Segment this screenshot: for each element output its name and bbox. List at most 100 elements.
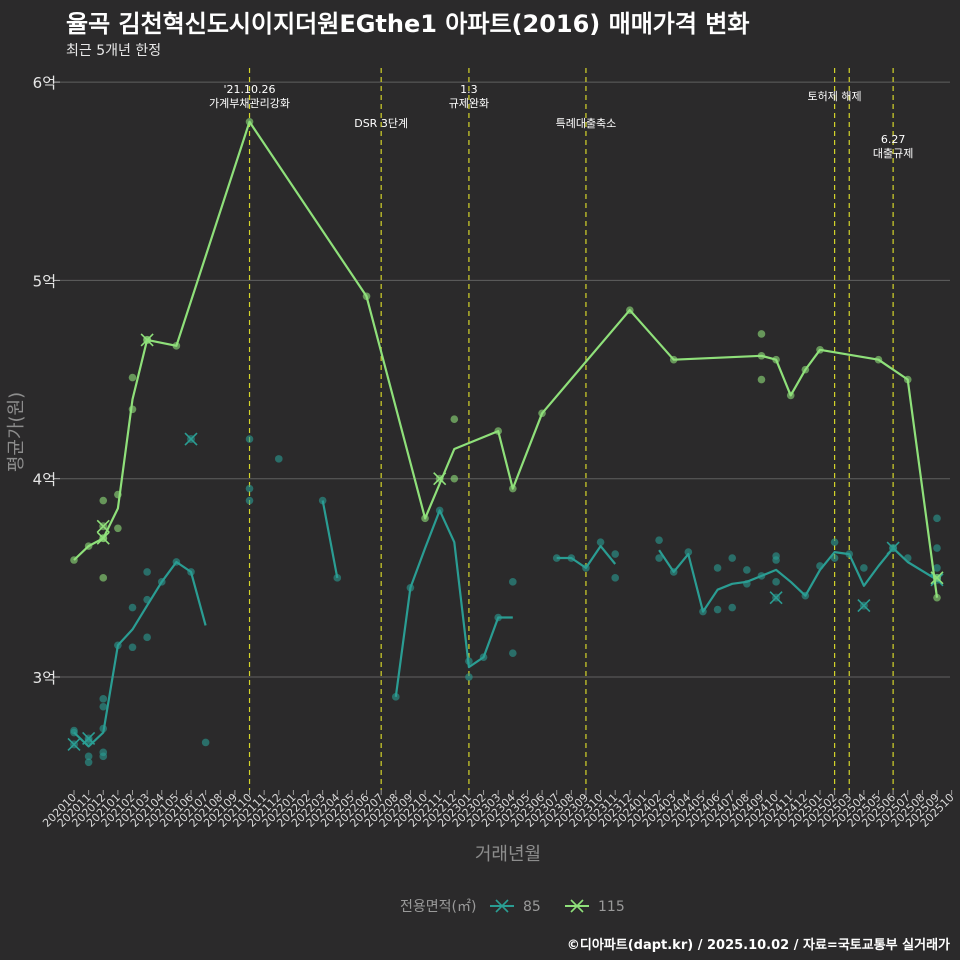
cancelled-mark: [769, 591, 783, 605]
data-point: [860, 564, 868, 572]
data-point: [465, 673, 473, 681]
y-tick-label: 6억: [33, 74, 56, 92]
data-point: [655, 554, 663, 562]
legend-title: 전용면적(㎡): [400, 899, 476, 915]
x-mark-dot: [143, 335, 152, 344]
cancelled-mark: [96, 531, 110, 545]
data-point: [99, 748, 108, 757]
x-axis-title: 거래년월: [475, 844, 541, 865]
series-line: [73, 560, 207, 748]
cancelled-mark: [930, 571, 944, 585]
event-label: DSR 3단계: [354, 117, 408, 130]
y-tick-label: 3억: [33, 669, 56, 687]
data-point: [757, 330, 766, 338]
x-mark-dot: [772, 593, 781, 602]
data-point: [509, 649, 517, 658]
data-point: [114, 524, 122, 533]
data-point: [245, 435, 254, 443]
legend: 전용면적(㎡) 85 115: [400, 899, 625, 915]
data-point: [757, 375, 766, 384]
cancelled-mark: [886, 541, 900, 555]
cancelled-mark: [67, 737, 81, 751]
event-label: 토허제 해제: [808, 89, 862, 103]
x-mark-dot: [84, 734, 93, 743]
legend-label: 85: [523, 899, 541, 915]
data-point: [391, 693, 400, 701]
data-point: [611, 550, 620, 558]
event-label: 1.3 규제완화: [449, 83, 489, 110]
series-line: [73, 120, 939, 598]
data-point: [245, 496, 254, 505]
data-point: [933, 564, 941, 572]
data-point: [245, 484, 254, 493]
series-line: [321, 500, 339, 579]
data-point: [99, 702, 108, 711]
data-point: [84, 752, 93, 761]
data-point: [933, 544, 941, 552]
data-point: [201, 738, 210, 747]
data-point: [713, 605, 722, 614]
data-point: [99, 574, 108, 582]
x-axis: 2020102020112020122021012021022021032021…: [40, 790, 957, 830]
data-point: [728, 603, 737, 612]
cancelled-mark: [96, 519, 110, 533]
cancelled-mark: [82, 731, 96, 746]
x-mark-dot: [933, 573, 941, 582]
legend-label: 115: [598, 899, 625, 915]
data-point: [509, 578, 517, 586]
data-point: [772, 552, 780, 560]
data-point: [274, 455, 283, 463]
x-mark-dot: [99, 522, 108, 531]
cancelled-mark: [184, 432, 198, 446]
series-line: [394, 509, 513, 697]
cancelled-mark: [433, 472, 447, 486]
data-point: [70, 726, 78, 735]
x-mark-dot: [889, 544, 898, 553]
event-label: 특례대출축소: [556, 117, 617, 130]
data-point: [143, 633, 151, 642]
data-point: [128, 643, 137, 652]
x-mark-dot: [70, 740, 78, 749]
source-credit: ©디아파트(dapt.kr) / 2025.10.02 / 자료=국토교통부 실…: [566, 938, 950, 953]
x-mark-dot: [99, 534, 108, 543]
chart-title: 율곡 김천혁신도시이지더원EGthe1 아파트(2016) 매매가격 변화: [66, 10, 750, 38]
x-mark-dot: [859, 601, 868, 610]
series-line: [556, 545, 617, 569]
data-point: [772, 578, 780, 586]
data-point: [552, 554, 561, 562]
y-tick-label: 4억: [33, 471, 56, 489]
event-lines: [248, 68, 894, 790]
gridlines: [60, 81, 950, 678]
data-point: [743, 566, 751, 574]
data-point: [728, 554, 737, 562]
legend-x: [570, 899, 584, 913]
data-point: [830, 538, 839, 546]
y-tick-label: 5억: [33, 272, 56, 290]
data-point: [84, 758, 93, 767]
series-115: [70, 117, 944, 602]
y-axis-title: 평균가(원): [6, 392, 27, 472]
legend-x: [495, 899, 509, 913]
x-mark-dot: [435, 474, 444, 483]
cancelled-mark: [857, 599, 871, 613]
series-line: [658, 547, 938, 613]
data-point: [128, 373, 137, 382]
data-point: [99, 496, 108, 505]
chart-subtitle: 최근 5개년 한정: [66, 43, 162, 59]
series-layer: [67, 117, 944, 767]
data-point: [128, 603, 137, 612]
legend-item-85: 85: [490, 899, 541, 915]
event-label: '21.10.26 가계부채관리강화: [209, 83, 290, 110]
data-point: [655, 536, 663, 544]
data-point: [596, 538, 605, 546]
data-point: [143, 568, 151, 576]
data-point: [611, 574, 620, 582]
x-mark-dot: [187, 435, 196, 444]
data-point: [450, 474, 459, 483]
data-point: [99, 695, 108, 703]
data-point: [713, 564, 722, 572]
y-axis: 3억 4억 5억 6억: [33, 74, 60, 687]
data-point: [684, 548, 693, 556]
